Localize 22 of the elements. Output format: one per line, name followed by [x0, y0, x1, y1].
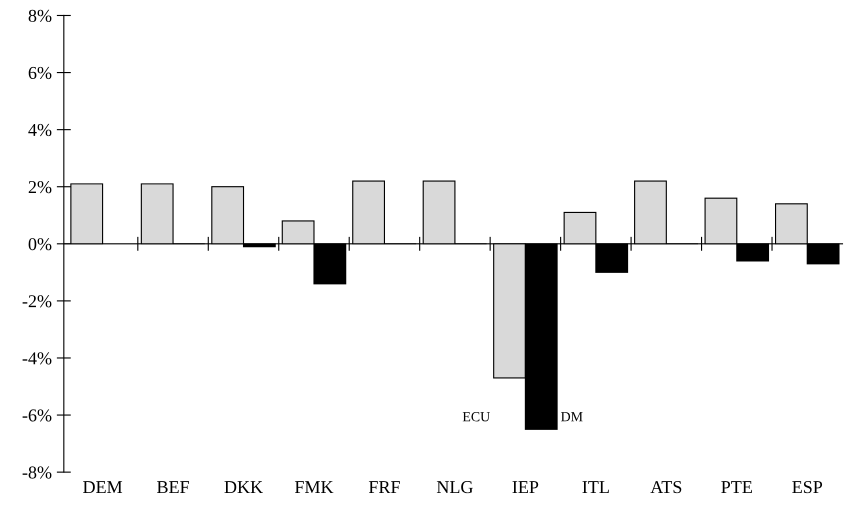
y-tick-label: 2% [28, 180, 52, 194]
x-tick-label: NLG [436, 481, 473, 494]
x-tick-label: ITL [582, 481, 609, 493]
x-tick-label: ATS [650, 481, 682, 494]
y-tick-label: -4% [22, 352, 52, 364]
y-tick-label: 4% [28, 124, 52, 136]
y-tick-label: 0% [28, 238, 52, 250]
y-tick-label: -6% [22, 409, 52, 422]
x-tick-label: BEF [157, 481, 189, 494]
x-tick-label: DKK [224, 481, 263, 494]
x-tick-label: IEP [512, 481, 538, 493]
y-tick-label: -8% [22, 466, 52, 479]
y-tick-label: 8% [28, 10, 52, 22]
x-tick-label: FRF [368, 481, 400, 493]
x-tick-label: DEM [83, 481, 122, 494]
x-tick-label: PTE [721, 481, 752, 493]
y-tick-label: -2% [22, 295, 52, 308]
series-label: DM [561, 412, 583, 422]
y-tick-label: 6% [28, 66, 52, 80]
text: ECU [462, 412, 490, 422]
x-tick-label: FMK [294, 481, 334, 493]
x-tick-label: ESP [792, 481, 822, 494]
